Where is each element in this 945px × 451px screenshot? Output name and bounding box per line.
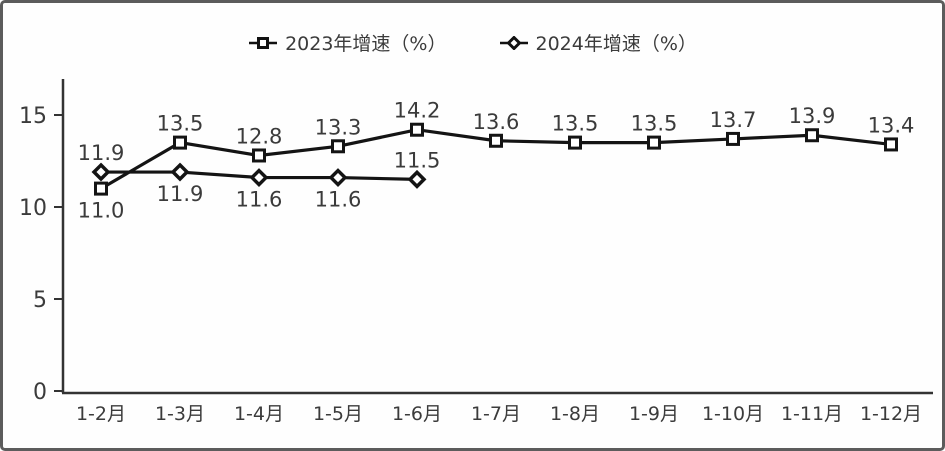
x-tick-label: 1-12月 xyxy=(860,403,922,425)
x-tick-label: 1-5月 xyxy=(313,403,363,425)
x-tick-label: 1-4月 xyxy=(234,403,284,425)
x-tick-label: 1-3月 xyxy=(155,403,205,425)
legend-label-2024: 2024年增速（%） xyxy=(535,33,697,55)
data-label: 13.3 xyxy=(315,115,362,139)
x-tick-label: 1-10月 xyxy=(702,403,764,425)
square-marker xyxy=(410,122,424,137)
legend-item-2024: 2024年增速（%） xyxy=(499,29,697,56)
square-marker xyxy=(884,137,898,152)
x-tick-label: 1-7月 xyxy=(471,403,521,425)
data-label: 13.6 xyxy=(473,110,520,134)
diamond-marker xyxy=(91,162,111,182)
data-label: 13.5 xyxy=(552,112,599,136)
y-tick-label: 15 xyxy=(19,104,47,129)
y-tick-label: 10 xyxy=(19,196,47,221)
data-label: 13.5 xyxy=(631,112,678,136)
diamond-marker xyxy=(407,169,427,189)
data-label: 14.2 xyxy=(394,99,441,123)
data-label: 13.5 xyxy=(157,112,204,136)
diamond-marker-icon xyxy=(499,35,528,50)
square-marker xyxy=(94,181,108,196)
data-label: 11.5 xyxy=(394,148,441,172)
square-marker xyxy=(331,139,345,154)
data-label: 13.7 xyxy=(710,108,757,132)
x-tick-label: 1-11月 xyxy=(781,403,843,425)
x-tick-label: 1-9月 xyxy=(629,403,679,425)
square-marker xyxy=(173,135,187,150)
square-marker xyxy=(805,128,819,143)
legend-label-2023: 2023年增速（%） xyxy=(285,33,447,55)
data-label: 11.9 xyxy=(157,182,204,206)
data-label: 13.9 xyxy=(789,104,836,128)
legend-item-2023: 2023年增速（%） xyxy=(248,29,447,56)
data-label: 13.4 xyxy=(868,113,915,137)
y-tick-label: 0 xyxy=(33,380,47,405)
x-tick-label: 1-2月 xyxy=(76,403,126,425)
square-marker xyxy=(726,131,740,146)
square-marker-icon xyxy=(249,36,278,49)
diamond-marker xyxy=(328,168,348,188)
y-tick-label: 5 xyxy=(33,288,47,313)
x-tick-label: 1-8月 xyxy=(550,403,600,425)
chart-legend: 2023年增速（%） 2024年增速（%） xyxy=(3,29,942,56)
data-label: 11.0 xyxy=(78,199,125,223)
data-label: 11.9 xyxy=(78,141,125,165)
data-label: 11.6 xyxy=(315,188,362,212)
diamond-marker xyxy=(170,162,190,182)
diamond-marker xyxy=(249,168,269,188)
square-marker xyxy=(568,135,582,150)
data-label: 11.6 xyxy=(236,188,283,212)
square-marker xyxy=(489,133,503,148)
x-tick-label: 1-6月 xyxy=(392,403,442,425)
chart-canvas: 0 5 10 15 1-2月 1-3月 1-4月 1-5月 1-6月 1-7月 1-8月 1-9月 1-… xyxy=(19,79,933,425)
square-marker xyxy=(252,148,266,163)
square-marker xyxy=(647,135,661,150)
data-label: 12.8 xyxy=(236,124,283,148)
